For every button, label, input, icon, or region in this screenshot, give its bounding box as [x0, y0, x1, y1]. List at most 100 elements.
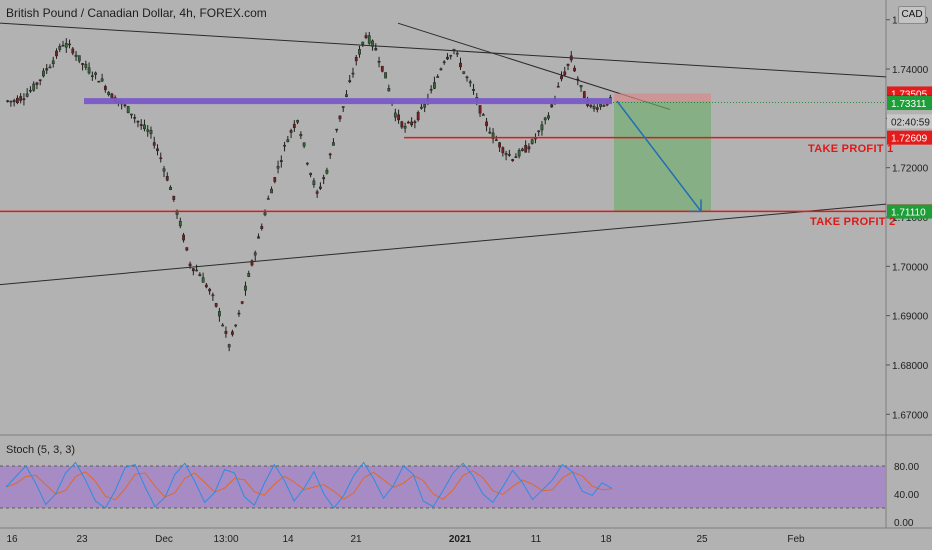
candle	[380, 65, 384, 72]
candle	[234, 324, 238, 327]
candle	[514, 156, 518, 158]
candle	[84, 63, 88, 68]
candle	[410, 121, 414, 126]
candle	[253, 252, 257, 256]
candle	[55, 50, 58, 57]
price-tag	[887, 130, 932, 145]
price-tag	[887, 114, 932, 129]
price-tick-label: 1.68000	[892, 361, 929, 372]
currency-button[interactable]: CAD	[898, 6, 926, 24]
candle	[227, 344, 231, 348]
candle	[182, 234, 185, 241]
candle	[400, 121, 404, 128]
candle	[146, 129, 150, 132]
candle	[296, 120, 299, 123]
stoch-d-line	[5, 470, 613, 501]
candle	[319, 186, 322, 189]
candle	[433, 82, 436, 89]
candle	[198, 274, 202, 277]
candle	[240, 301, 244, 304]
candle	[260, 226, 264, 230]
candle	[507, 154, 511, 156]
candle	[403, 125, 407, 129]
candle	[103, 86, 107, 91]
candle	[325, 169, 329, 174]
candle	[191, 268, 195, 272]
candle	[488, 131, 492, 134]
candle	[48, 66, 52, 69]
candle	[292, 123, 296, 129]
candle	[218, 311, 221, 317]
candle	[224, 330, 228, 334]
candle	[393, 112, 397, 118]
price-tick-label: 1.70000	[892, 262, 929, 273]
candle	[364, 35, 368, 39]
candle	[123, 104, 127, 107]
time-axis-label: Dec	[155, 534, 173, 545]
candle	[299, 134, 303, 137]
price-tick-label: 1.74000	[892, 65, 929, 76]
stoch-indicator-title[interactable]: Stoch (5, 3, 3)	[6, 444, 76, 456]
candle	[195, 269, 198, 272]
candle	[204, 284, 208, 288]
candle	[130, 113, 133, 116]
candle	[90, 75, 94, 77]
candle	[29, 89, 32, 92]
candle	[354, 57, 358, 62]
candle	[547, 115, 550, 119]
candle	[45, 68, 49, 71]
candle	[543, 117, 547, 121]
upper-trendline[interactable]	[0, 22, 887, 78]
candle	[602, 105, 606, 107]
candle	[81, 63, 84, 65]
candle	[305, 162, 309, 165]
candle	[387, 88, 391, 92]
candle	[19, 96, 23, 101]
candle	[133, 117, 137, 119]
stop-loss-zone[interactable]	[614, 93, 711, 102]
candle	[312, 180, 316, 186]
lower-trendline[interactable]	[0, 203, 887, 286]
candle	[345, 94, 348, 97]
candle	[211, 294, 215, 297]
candle	[257, 236, 260, 239]
candle	[201, 277, 205, 283]
price-tag	[887, 204, 932, 219]
price-tag-label: 1.71110	[891, 208, 926, 219]
stoch-tick-label: 40.00	[894, 490, 919, 501]
symbol-title: British Pound / Canadian Dollar, 4h, FOR…	[6, 6, 267, 20]
candle	[221, 324, 225, 327]
time-axis-label: 23	[76, 534, 88, 545]
time-axis-label: 16	[6, 534, 18, 545]
candle	[208, 288, 212, 292]
candle	[530, 139, 534, 144]
candle	[595, 107, 599, 110]
candle	[107, 92, 111, 95]
time-axis-label: 14	[282, 534, 294, 545]
candle	[449, 55, 453, 57]
candle	[58, 46, 62, 50]
candle	[61, 45, 65, 47]
candle	[436, 76, 440, 78]
candle	[51, 60, 55, 64]
stoch-band	[0, 466, 886, 508]
candle	[143, 124, 146, 130]
candle	[498, 142, 501, 148]
direction-arrow[interactable]	[616, 100, 702, 212]
candle	[71, 48, 75, 54]
take-profit-zone[interactable]	[614, 101, 711, 212]
candle	[172, 195, 176, 200]
candle	[517, 150, 521, 157]
candle	[74, 54, 78, 57]
candle	[32, 83, 36, 91]
candle	[178, 220, 182, 227]
candle	[485, 121, 488, 127]
candle	[38, 79, 42, 82]
candle	[231, 331, 234, 335]
candle	[540, 124, 544, 131]
candle	[162, 168, 166, 172]
candle	[302, 142, 306, 147]
candle	[283, 144, 286, 147]
candle	[12, 100, 16, 103]
